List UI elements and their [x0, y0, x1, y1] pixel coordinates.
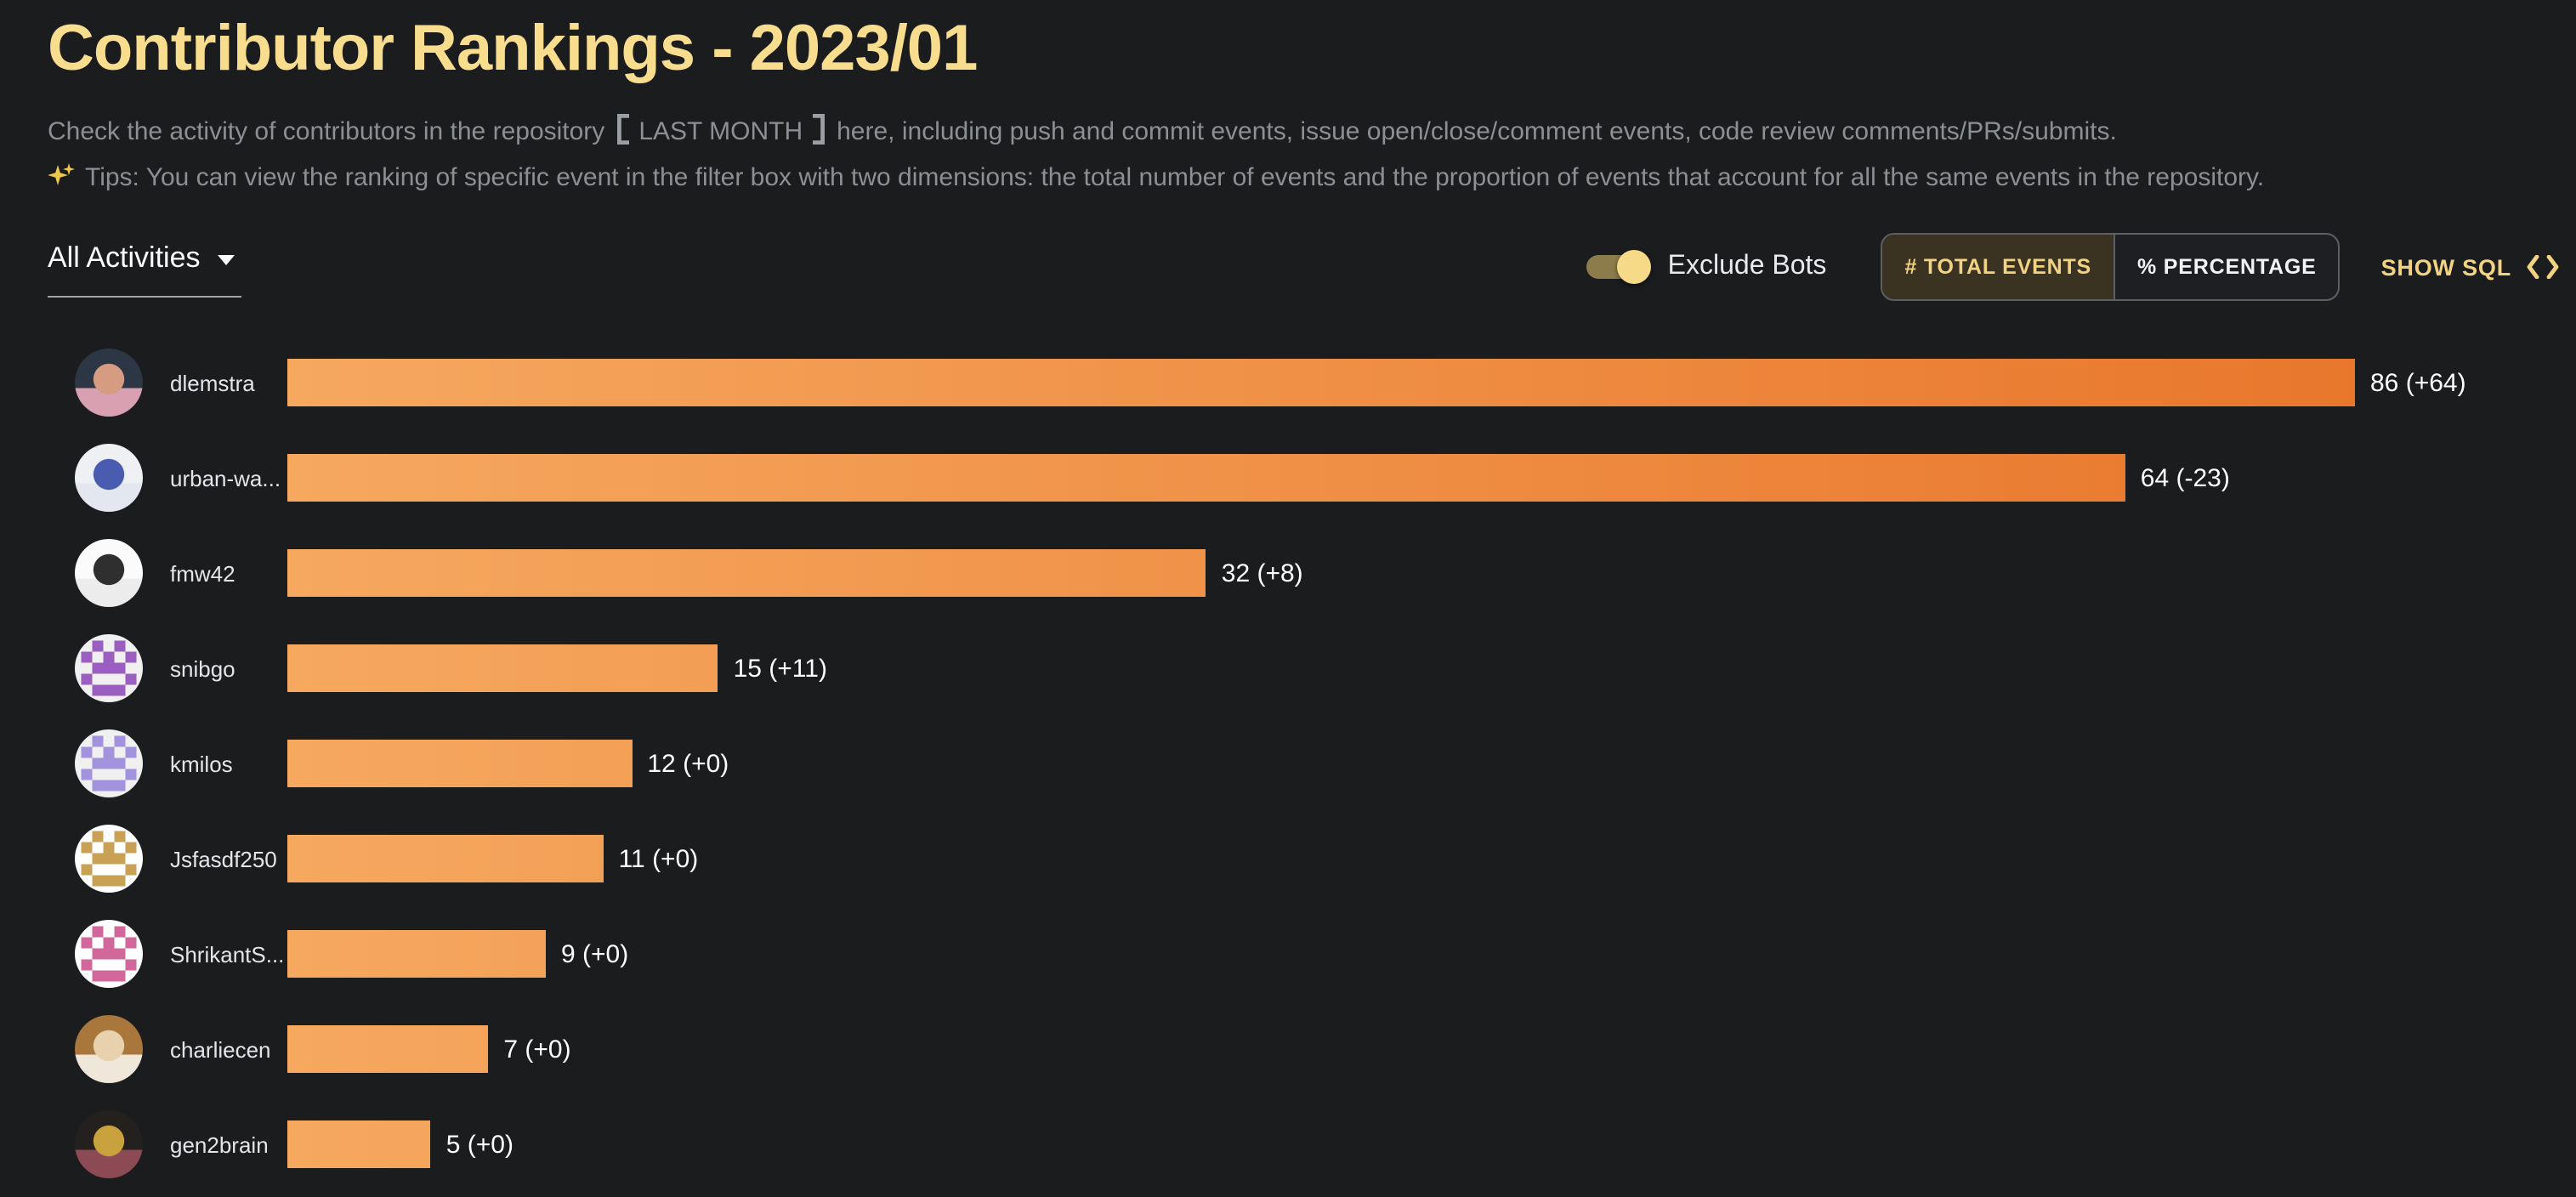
bar[interactable]	[287, 740, 633, 787]
contributor-row: ShrikantS... 9 (+0)	[48, 906, 2576, 1001]
avatar[interactable]	[75, 634, 143, 702]
contributor-row: urban-wa... 64 (-23)	[48, 430, 2576, 525]
bar[interactable]	[287, 835, 604, 882]
bar-value-label: 64 (-23)	[2140, 463, 2230, 492]
toggle-knob	[1616, 250, 1651, 284]
page-title: Contributor Rankings - 2023/01	[48, 14, 978, 85]
avatar[interactable]	[75, 825, 143, 893]
right-controls: Exclude Bots # TOTAL EVENTS % PERCENTAGE…	[1583, 233, 2559, 301]
contributor-row: charliecen 7 (+0)	[48, 1001, 2576, 1097]
bar[interactable]	[287, 549, 1206, 597]
contributor-name[interactable]: charliecen	[170, 1036, 271, 1062]
contributor-name[interactable]: kmilos	[170, 751, 233, 776]
controls-row: All Activities Exclude Bots # TOTAL EVEN…	[48, 230, 2559, 304]
contributor-row: Jsfasdf250 11 (+0)	[48, 811, 2576, 906]
bar[interactable]	[287, 930, 546, 978]
contributor-row: gen2brain 5 (+0)	[48, 1097, 2576, 1192]
avatar[interactable]	[75, 539, 143, 607]
total-events-button[interactable]: # TOTAL EVENTS	[1882, 235, 2114, 299]
chevron-down-icon	[217, 255, 235, 265]
contributor-name[interactable]: snibgo	[170, 655, 235, 681]
page-description: Check the activity of contributors in th…	[48, 112, 2528, 158]
show-sql-label: SHOW SQL	[2380, 254, 2511, 280]
bar[interactable]	[287, 644, 718, 692]
bar-value-label: 12 (+0)	[647, 749, 729, 778]
contributor-name[interactable]: Jsfasdf250	[170, 846, 277, 871]
contributor-name[interactable]: ShrikantS...	[170, 941, 285, 967]
contributor-row: dlemstra 86 (+64)	[48, 335, 2576, 430]
contributor-rankings-chart: dlemstra 86 (+64) urban-wa... 64 (-23) f…	[48, 335, 2576, 1192]
contributor-name[interactable]: dlemstra	[170, 370, 255, 395]
contributor-name[interactable]: fmw42	[170, 560, 235, 586]
bar-value-label: 7 (+0)	[503, 1035, 571, 1064]
description-highlight: LAST MONTH	[638, 117, 803, 146]
description-text-before: Check the activity of contributors in th…	[48, 117, 605, 146]
sparkles-icon	[48, 162, 75, 202]
bar[interactable]	[287, 454, 2125, 502]
metric-toggle-group: # TOTAL EVENTS % PERCENTAGE	[1881, 233, 2341, 301]
contributor-row: kmilos 12 (+0)	[48, 716, 2576, 811]
code-icon	[2527, 255, 2559, 279]
page-tips: Tips: You can view the ranking of specif…	[48, 158, 2528, 202]
bar-value-label: 15 (+11)	[733, 654, 827, 683]
avatar[interactable]	[75, 349, 143, 417]
contributor-name[interactable]: gen2brain	[170, 1132, 269, 1157]
bar-value-label: 11 (+0)	[618, 844, 699, 873]
lenticular-bracket-right-icon	[811, 114, 828, 158]
avatar[interactable]	[75, 920, 143, 988]
bar-value-label: 9 (+0)	[561, 939, 629, 968]
bar-value-label: 32 (+8)	[1221, 559, 1303, 587]
avatar[interactable]	[75, 729, 143, 797]
percentage-button[interactable]: % PERCENTAGE	[2114, 235, 2339, 299]
tips-text: Tips: You can view the ranking of specif…	[85, 163, 2265, 192]
exclude-bots-toggle[interactable]	[1583, 247, 1651, 287]
contributor-row: fmw42 32 (+8)	[48, 525, 2576, 621]
bar[interactable]	[287, 1025, 489, 1073]
description-text-after: here, including push and commit events, …	[837, 117, 2117, 146]
avatar[interactable]	[75, 1110, 143, 1178]
exclude-bots-label: Exclude Bots	[1667, 252, 1827, 281]
bar-value-label: 86 (+64)	[2370, 368, 2466, 397]
contributor-rankings-page: Contributor Rankings - 2023/01 Check the…	[0, 10, 2576, 1197]
avatar[interactable]	[75, 1015, 143, 1083]
contributor-name[interactable]: urban-wa...	[170, 465, 281, 491]
show-sql-button[interactable]: SHOW SQL	[2381, 254, 2559, 280]
activity-filter-value: All Activities	[48, 241, 201, 273]
bar[interactable]	[287, 1120, 431, 1168]
lenticular-bracket-left-icon	[613, 114, 630, 158]
bar[interactable]	[287, 359, 2355, 406]
activity-filter-select[interactable]: All Activities	[48, 237, 241, 297]
avatar[interactable]	[75, 444, 143, 512]
contributor-row: snibgo 15 (+11)	[48, 621, 2576, 716]
bar-value-label: 5 (+0)	[445, 1130, 513, 1159]
